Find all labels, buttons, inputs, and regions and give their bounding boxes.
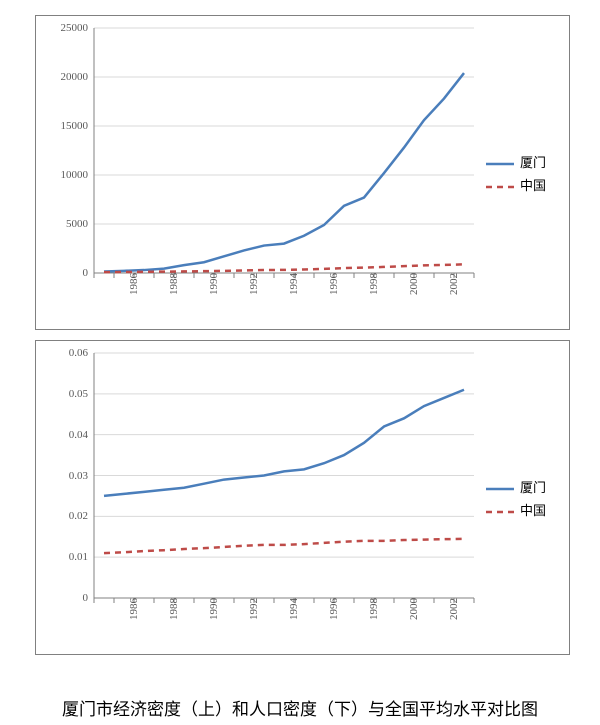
chart-population-density: 0 0.01 0.02 0.03 0.04 0.05 0.06 1986 1988 1990 199… (35, 340, 570, 655)
y-tick-label: 15000 (61, 120, 95, 132)
legend-label: 厦门 (520, 477, 546, 496)
legend-item: 中国 (486, 500, 546, 519)
y-tick-label: 0 (83, 267, 95, 279)
y-tick-label: 0 (83, 592, 95, 604)
x-tick-label: 1998 (364, 273, 380, 295)
series-line (104, 73, 464, 271)
x-tick-label: 1992 (244, 598, 260, 620)
page: 0500010000150002000025000198619881990199… (0, 0, 600, 725)
plot-area-top: 0500010000150002000025000198619881990199… (94, 28, 474, 273)
series-line (104, 390, 464, 496)
x-tick-label: 1996 (324, 598, 340, 620)
legend-item: 中国 (486, 175, 546, 194)
legend-item: 厦门 (486, 152, 546, 171)
y-tick-label: 25000 (61, 22, 95, 34)
chart-economic-density: 0 5000 10000 15000 20000 25000 1986 1988 1990 199… (35, 15, 570, 330)
x-tick-label: 1990 (204, 273, 220, 295)
y-tick-label: 0.06 (69, 347, 94, 359)
legend-label: 厦门 (520, 152, 546, 171)
y-tick-label: 0.01 (69, 551, 94, 563)
legend-label: 中国 (520, 500, 546, 519)
y-tick-label: 20000 (61, 71, 95, 83)
legend-label: 中国 (520, 175, 546, 194)
x-tick-label: 1996 (324, 273, 340, 295)
legend-top: 厦门中国 (486, 148, 546, 198)
x-tick-label: 1988 (164, 598, 180, 620)
figure-caption: 厦门市经济密度（上）和人口密度（下）与全国平均水平对比图 (0, 695, 600, 720)
y-tick-label: 0.04 (69, 429, 94, 441)
x-tick-label: 1986 (124, 273, 140, 295)
x-tick-label: 1990 (204, 598, 220, 620)
y-tick-label: 0.03 (69, 470, 94, 482)
x-tick-label: 2002 (444, 598, 460, 620)
x-tick-label: 1992 (244, 273, 260, 295)
x-tick-label: 1994 (284, 598, 300, 620)
y-tick-label: 10000 (61, 169, 95, 181)
series-line (104, 539, 464, 553)
x-tick-label: 1986 (124, 598, 140, 620)
x-tick-label: 2000 (404, 598, 420, 620)
legend-bottom: 厦门中国 (486, 473, 546, 523)
x-tick-label: 1998 (364, 598, 380, 620)
y-tick-label: 0.05 (69, 388, 94, 400)
x-tick-label: 1988 (164, 273, 180, 295)
x-tick-label: 2000 (404, 273, 420, 295)
y-tick-label: 0.02 (69, 510, 94, 522)
legend-item: 厦门 (486, 477, 546, 496)
x-tick-label: 1994 (284, 273, 300, 295)
y-tick-label: 5000 (66, 218, 94, 230)
plot-area-bottom: 00.010.020.030.040.050.06198619881990199… (94, 353, 474, 598)
x-tick-label: 2002 (444, 273, 460, 295)
